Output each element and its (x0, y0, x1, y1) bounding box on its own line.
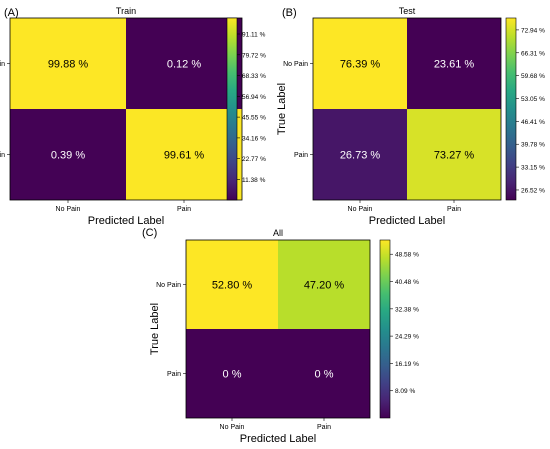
heatmap-cell (186, 240, 278, 329)
confusion-matrix-panel-3: (C) All 52.80 % 47.20 % 0 % 0 % No Pain Pain No … (142, 227, 419, 445)
colorbar-tick-label: 45.55 % (242, 115, 266, 122)
y-tick-label: No Pain (156, 282, 181, 289)
plot-frame (312, 17, 502, 201)
heatmap-cell (10, 18, 126, 109)
y-tick-label: No Pain (283, 61, 308, 68)
y-tick-label: Pain (167, 371, 181, 378)
colorbar (226, 17, 238, 201)
cell-value-label: 0 % (223, 369, 242, 381)
colorbar-tick-label: 68.33 % (242, 73, 266, 80)
colorbar-tick-label: 53.05 % (521, 96, 545, 103)
colorbar-tick-label: 59.68 % (521, 73, 545, 80)
chart-title: Train (116, 6, 136, 16)
colorbar-tick-label: 79.72 % (242, 52, 266, 59)
x-axis-label: Predicted Label (369, 215, 445, 227)
x-tick-label: No Pain (220, 424, 245, 431)
x-tick-label: Pain (447, 206, 461, 213)
colorbar (379, 239, 391, 419)
heatmap-cell (313, 18, 407, 109)
y-axis-label: True Label (276, 83, 288, 135)
heatmap-cell (407, 18, 501, 109)
cell-value-label: 0.12 % (167, 59, 201, 71)
colorbar-tick-label: 39.78 % (521, 142, 545, 149)
y-tick-label: Pain (0, 152, 5, 159)
y-tick-label: Pain (294, 152, 308, 159)
colorbar-tick-label: 32.38 % (395, 306, 419, 313)
cell-value-label: 99.88 % (48, 59, 89, 71)
cell-value-label: 73.27 % (434, 150, 475, 162)
chart-title: All (273, 228, 283, 238)
colorbar-tick-label: 26.52 % (521, 187, 545, 194)
x-tick-label: Pain (177, 206, 191, 213)
colorbar-tick-label: 56.94 % (242, 94, 266, 101)
colorbar-tick-label: 8.09 % (395, 388, 415, 395)
cell-value-label: 23.61 % (434, 59, 475, 71)
colorbar-tick-label: 22.77 % (242, 156, 266, 163)
plot-frame (9, 17, 243, 201)
heatmap-cell (126, 109, 242, 200)
x-axis-label: Predicted Label (240, 433, 316, 445)
heatmap-cell (313, 109, 407, 200)
colorbar-tick-label: 16.19 % (395, 361, 419, 368)
confusion-matrix-panel-2: (B) Test 76.39 % 23.61 % 26.73 % 73.27 % No Pa… (276, 6, 545, 227)
heatmap-cell (126, 18, 242, 109)
cell-value-label: 0.39 % (51, 150, 85, 162)
x-axis-label: Predicted Label (88, 215, 164, 227)
cell-value-label: 52.80 % (212, 280, 253, 292)
colorbar (505, 17, 517, 201)
x-tick-label: No Pain (348, 206, 373, 213)
cell-value-label: 26.73 % (340, 150, 381, 162)
colorbar-tick-label: 48.58 % (395, 252, 419, 259)
colorbar-tick-label: 91.11 % (242, 31, 266, 38)
panel-label: (B) (282, 7, 297, 19)
x-tick-label: Pain (317, 424, 331, 431)
heatmap-cell (278, 240, 370, 329)
colorbar-tick-label: 11.38 % (242, 177, 266, 184)
colorbar-tick-label: 33.15 % (521, 165, 545, 172)
colorbar-tick-label: 66.31 % (521, 50, 545, 57)
y-axis-label: True Label (149, 303, 161, 355)
cell-value-label: 76.39 % (340, 59, 381, 71)
cell-value-label: 47.20 % (304, 280, 345, 292)
cell-value-label: 99.61 % (164, 150, 205, 162)
heatmap-cell (10, 109, 126, 200)
plot-frame (185, 239, 371, 419)
y-tick-label: No Pain (0, 61, 5, 68)
colorbar-tick-label: 40.48 % (395, 279, 419, 286)
colorbar-tick-label: 24.29 % (395, 334, 419, 341)
panel-label: (A) (4, 7, 19, 19)
heatmap-cell (407, 109, 501, 200)
colorbar-tick-label: 34.16 % (242, 135, 266, 142)
colorbar-tick-label: 46.41 % (521, 119, 545, 126)
x-tick-label: No Pain (56, 206, 81, 213)
panel-label: (C) (142, 227, 157, 239)
colorbar-tick-label: 72.94 % (521, 27, 545, 34)
heatmap-cell (278, 329, 370, 418)
confusion-matrix-panel-1: (A) Train 99.88 % 0.12 % 0.39 % 99.61 % No Pai… (0, 6, 266, 227)
cell-value-label: 0 % (315, 369, 334, 381)
heatmap-cell (186, 329, 278, 418)
chart-title: Test (399, 6, 416, 16)
